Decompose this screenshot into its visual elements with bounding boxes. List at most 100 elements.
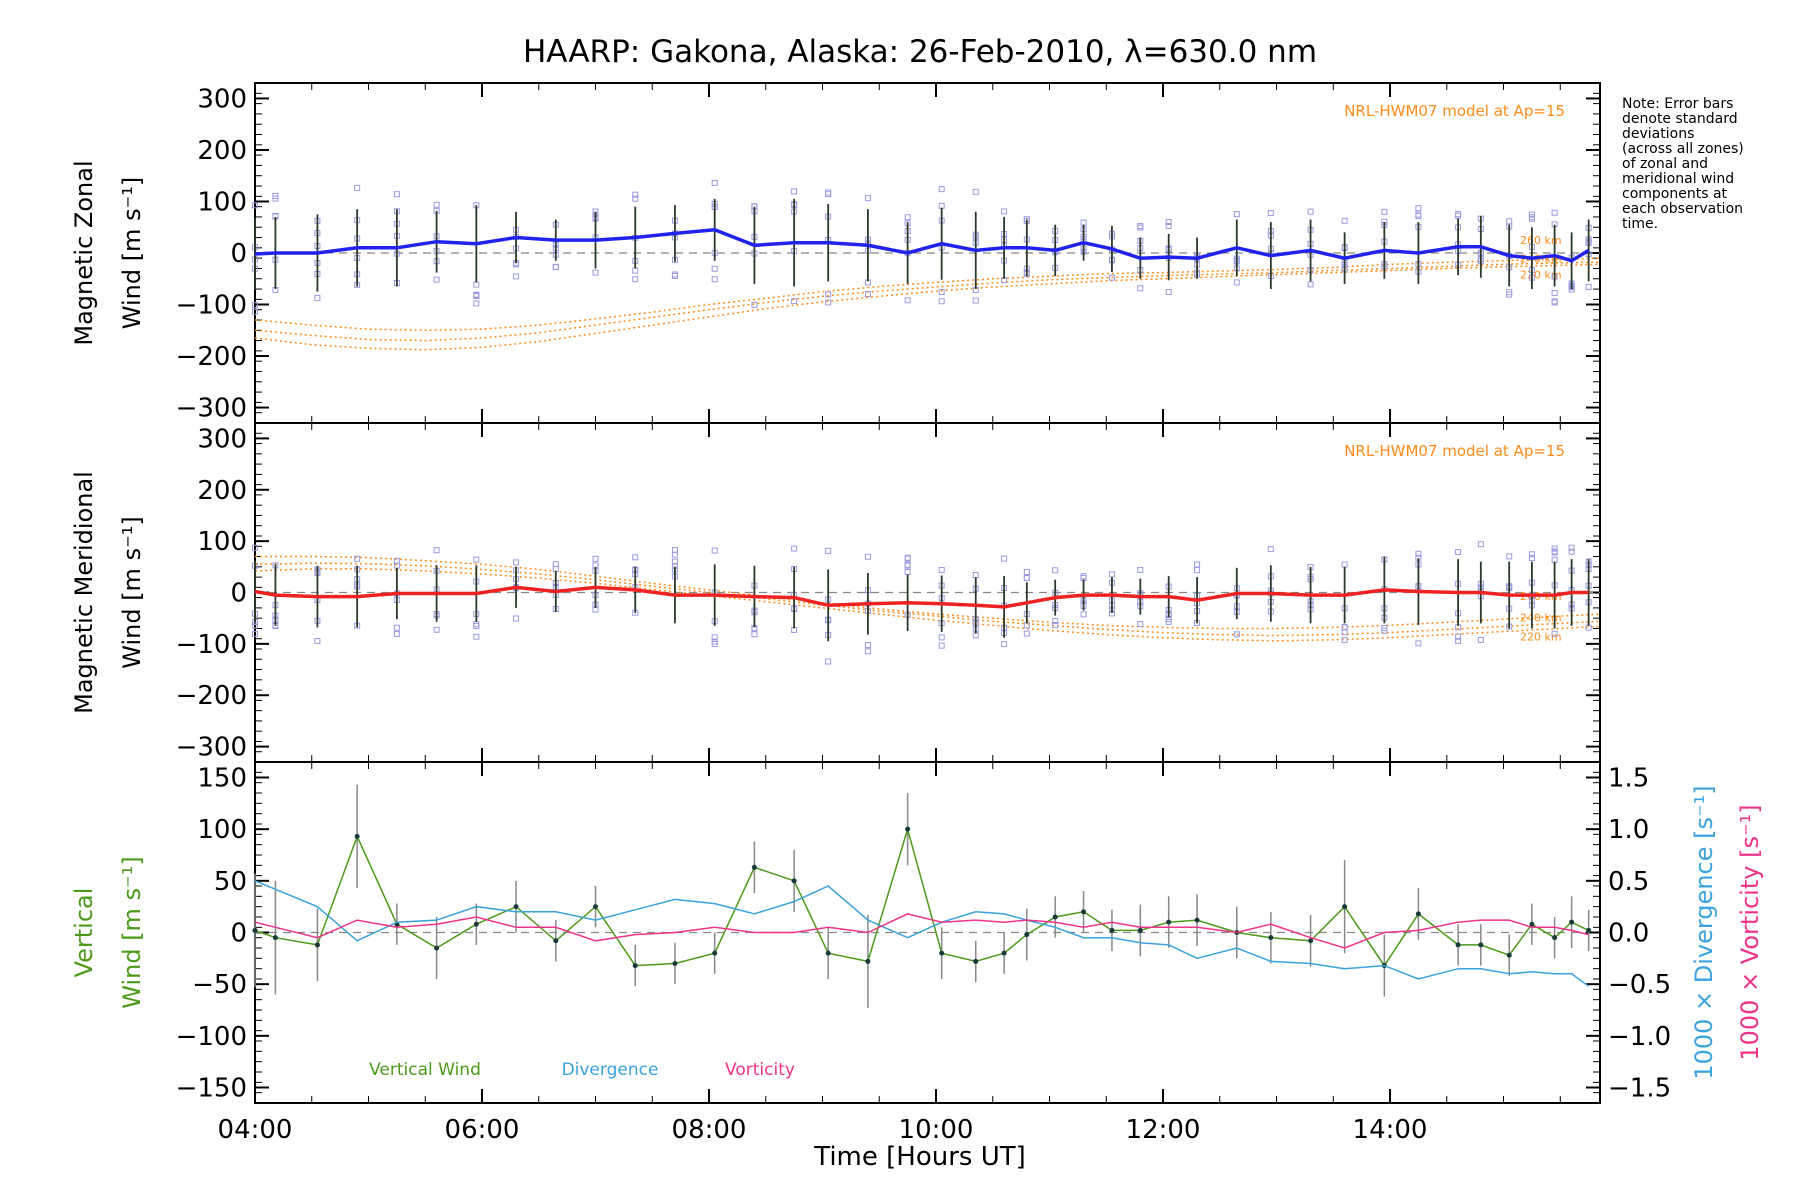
zone-sample [671,271,678,278]
zone-sample [825,189,832,196]
y-tick-label: 100 [197,187,247,217]
zone-sample [938,298,945,305]
data-point [1342,904,1348,910]
y-tick-label: 100 [197,527,247,557]
zone-sample [552,263,559,270]
note-line: deviations [1622,126,1694,142]
model-altitude-label: 220 km [1520,268,1562,281]
x-tick-label: 08:00 [672,1115,747,1145]
data-point [791,878,797,884]
y-tick-label: 200 [197,136,247,166]
zone-sample [1415,640,1422,647]
zone-sample [433,276,440,283]
zone-sample [938,566,945,573]
y-tick-label: 0 [230,579,247,609]
y-tick-label: −300 [176,733,247,763]
y2-axis-title: 1000 × Divergence [s⁻¹] [1690,785,1718,1079]
zone-sample [864,553,871,560]
zone-sample [473,633,480,640]
zone-sample [791,545,798,552]
x-tick-label: 12:00 [1126,1115,1201,1145]
zone-sample [393,624,400,631]
x-tick-label: 14:00 [1353,1115,1428,1145]
data-point [314,942,320,948]
y2-tick-label: 0.5 [1608,867,1649,897]
zone-sample [1233,211,1240,218]
zone-sample [632,191,639,198]
zone-sample [1001,208,1008,215]
zone-sample [751,301,758,308]
zone-sample [904,561,911,568]
zone-sample [1381,208,1388,215]
note-line: each observation [1622,201,1743,217]
zone-sample [1477,541,1484,548]
note-line: Note: Error bars [1622,96,1733,112]
zone-sample [1052,618,1059,625]
zone-sample [711,179,718,186]
zone-sample [433,626,440,633]
zone-sample [1415,550,1422,557]
data-point [434,945,440,951]
legend-item: Vorticity [725,1060,795,1080]
zone-sample [1267,210,1274,217]
y-tick-label: −100 [176,1022,247,1052]
zone-sample [473,292,480,299]
zone-sample [1165,618,1172,625]
data-point [632,963,638,969]
data-point [1552,935,1558,941]
zone-sample [1455,211,1462,218]
zone-sample [632,554,639,561]
zone-sample [473,621,480,628]
y2-tick-label: −1.5 [1608,1074,1671,1104]
zone-sample [1108,571,1115,578]
model-altitude-label: 260 km [1520,234,1562,247]
y-tick-label: −200 [176,681,247,711]
zone-sample [671,547,678,554]
zone-sample [1551,549,1558,556]
data-point [825,950,831,956]
zone-sample [864,642,871,649]
zone-sample [711,634,718,641]
zone-sample [1528,555,1535,562]
zone-sample [904,555,911,562]
zone-sample [791,298,798,305]
data-point [712,950,718,956]
zone-sample [825,291,832,298]
zone-sample [1165,222,1172,229]
zone-sample [1080,219,1087,226]
zone-sample [1165,289,1172,296]
zone-sample [272,192,279,199]
zone-sample [1023,574,1030,581]
zone-sample [314,637,321,644]
zone-sample [632,267,639,274]
zone-sample [314,295,321,302]
zone-sample [1267,546,1274,553]
zone-sample [1551,209,1558,216]
zone-sample [1001,641,1008,648]
zone-sample [1506,289,1513,296]
zone-sample [1455,633,1462,640]
zone-sample [1023,568,1030,575]
y-tick-label: 100 [197,815,247,845]
model-altitude-label: 220 km [1520,630,1562,643]
series-line [254,826,1589,967]
zone-sample [864,648,871,655]
y-axis-title: Wind [m s⁻¹] [118,177,146,329]
note-line: denote standard [1622,111,1738,127]
zone-sample [1233,631,1240,638]
zone-sample [711,638,718,645]
y-axis-title: Vertical [70,888,98,978]
data-point [1529,921,1535,927]
data-point [973,958,979,964]
zone-sample [1137,224,1144,231]
zone-sample [1568,548,1575,555]
y-axis-title: Wind [m s⁻¹] [118,856,146,1008]
zone-sample [252,302,258,309]
data-point [1024,932,1030,938]
zone-sample [252,308,258,315]
zone-sample [938,642,945,649]
zone-sample [972,572,979,579]
data-point [593,904,599,910]
zone-sample [1341,637,1348,644]
